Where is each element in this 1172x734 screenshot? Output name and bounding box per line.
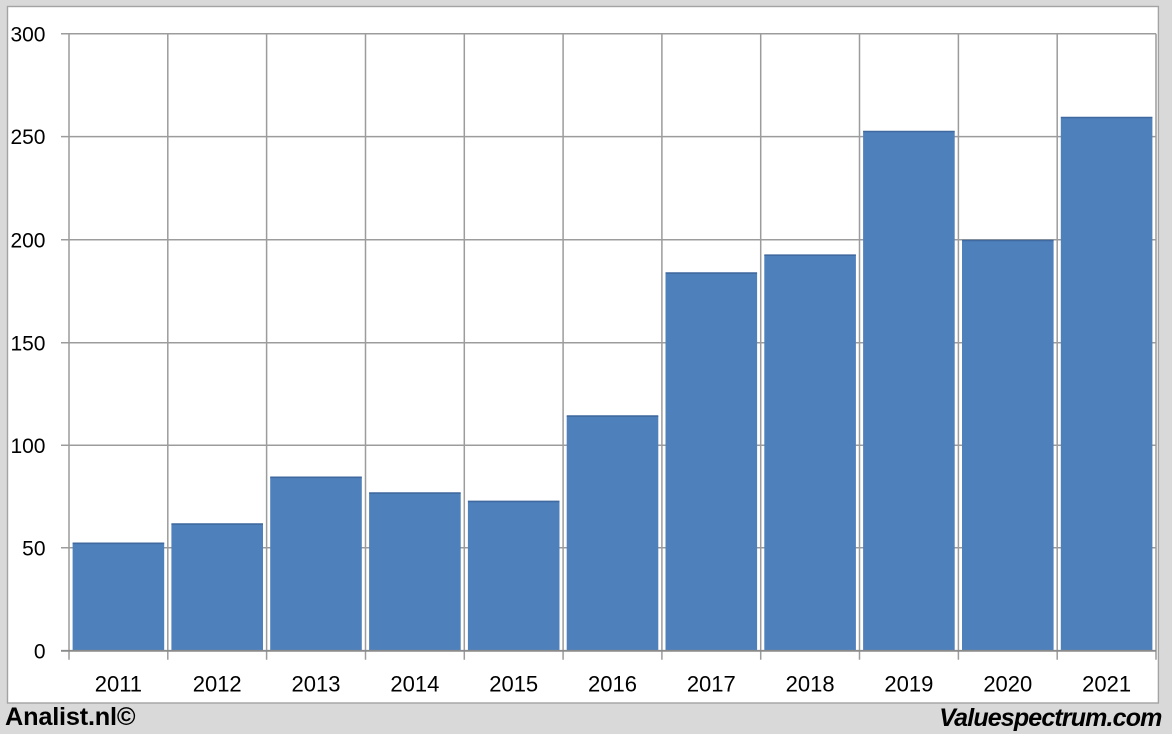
svg-text:Valuespectrum.com: Valuespectrum.com (939, 704, 1162, 732)
svg-text:50: 50 (22, 537, 45, 560)
svg-text:250: 250 (10, 126, 45, 149)
svg-text:2013: 2013 (292, 672, 341, 697)
svg-text:100: 100 (10, 435, 45, 458)
svg-text:2016: 2016 (588, 672, 637, 697)
svg-text:2012: 2012 (193, 672, 242, 697)
svg-text:Analist.nl©: Analist.nl© (5, 703, 136, 731)
svg-text:2021: 2021 (1082, 672, 1131, 697)
svg-text:2018: 2018 (786, 672, 835, 697)
svg-text:2011: 2011 (95, 672, 142, 697)
svg-text:2020: 2020 (983, 672, 1032, 697)
svg-text:0: 0 (34, 640, 46, 663)
svg-text:2014: 2014 (390, 672, 439, 697)
svg-text:2019: 2019 (884, 672, 933, 697)
svg-text:300: 300 (10, 23, 45, 46)
svg-text:2017: 2017 (687, 672, 736, 697)
svg-text:150: 150 (10, 332, 45, 355)
svg-text:200: 200 (10, 229, 45, 252)
svg-text:2015: 2015 (489, 672, 538, 697)
